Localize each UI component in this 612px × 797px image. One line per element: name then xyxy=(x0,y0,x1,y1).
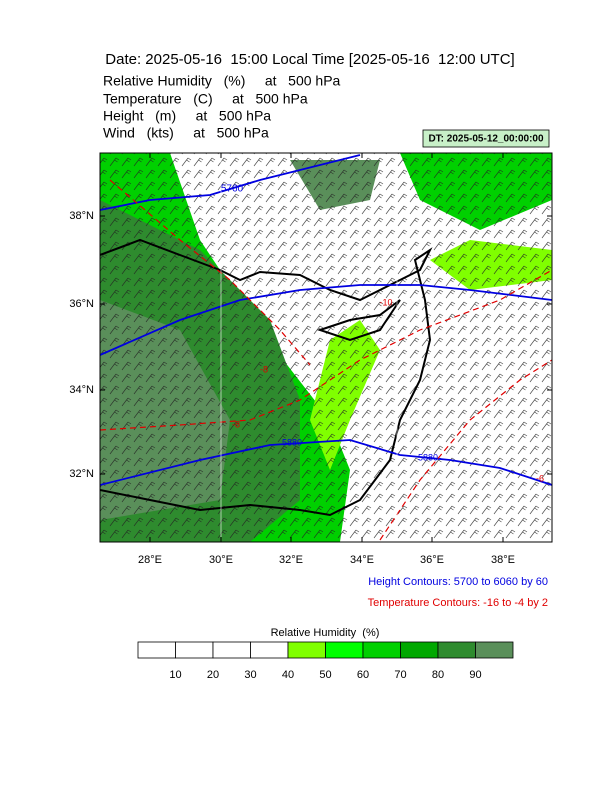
temperature-contour xyxy=(100,269,552,431)
colorbar-label: 20 xyxy=(207,669,219,681)
contour-label: -8 xyxy=(232,419,240,429)
contour-label: -8 xyxy=(260,364,268,374)
colorbar-label: 10 xyxy=(169,669,181,681)
contour-label: -6 xyxy=(536,473,544,483)
title: Date: 2025-05-16 15:00 Local Time [2025-… xyxy=(105,51,514,68)
temperature-contour xyxy=(379,359,552,541)
lat-label: 32°N xyxy=(69,468,94,480)
colorbar-label: 30 xyxy=(244,669,256,681)
dt-box xyxy=(422,129,550,148)
temperature-contour xyxy=(109,179,311,366)
colorbar: 10 20 30 40 50 60 70 80 90 xyxy=(137,641,514,681)
colorbar-label: 60 xyxy=(357,669,369,681)
colorbar-box xyxy=(475,641,514,659)
temperature-note: Temperature Contours: -16 to -4 by 2 xyxy=(368,597,548,609)
height-note: Height Contours: 5700 to 6060 by 60 xyxy=(368,576,548,588)
colorbar-box xyxy=(400,641,439,659)
colorbar-title: Relative Humidity (%) xyxy=(271,627,380,639)
colorbar-box xyxy=(287,641,326,659)
colorbar-label: 90 xyxy=(469,669,481,681)
map-frame xyxy=(99,152,553,543)
colorbar-label: 40 xyxy=(282,669,294,681)
contour-label: 5880 xyxy=(418,452,438,462)
contour-label: 5760 xyxy=(221,184,244,195)
coastline xyxy=(316,299,401,342)
lat-label: 36°N xyxy=(69,298,94,310)
lat-label: 34°N xyxy=(69,384,94,396)
height-contour xyxy=(100,284,552,356)
lon-label: 36°E xyxy=(420,554,444,566)
colorbar-box xyxy=(250,641,289,659)
dt-label: DT: 2025-05-12_00:00:00 xyxy=(428,134,544,145)
lon-label: 38°E xyxy=(491,554,515,566)
colorbar-box xyxy=(137,641,176,659)
colorbar-box xyxy=(325,641,364,659)
colorbar-box xyxy=(175,641,214,659)
colorbar-label: 70 xyxy=(394,669,406,681)
height-contour xyxy=(100,154,361,211)
variable-line: Temperature (C) at 500 hPa xyxy=(103,91,308,107)
colorbar-label: 50 xyxy=(319,669,331,681)
lat-label: 38°N xyxy=(69,210,94,222)
lon-label: 34°E xyxy=(350,554,374,566)
colorbar-box xyxy=(362,641,401,659)
colorbar-box xyxy=(212,641,251,659)
colorbar-label: 80 xyxy=(432,669,444,681)
variable-line: Relative Humidity (%) at 500 hPa xyxy=(103,73,341,89)
contour-label: 5880 xyxy=(282,437,302,447)
coastline xyxy=(100,238,433,517)
lon-label: 28°E xyxy=(138,554,162,566)
variable-line: Wind (kts) at 500 hPa xyxy=(103,125,269,141)
variable-line: Height (m) at 500 hPa xyxy=(103,108,271,124)
map: 5760 5880 5880 -10 -8 -8 -6 xyxy=(100,153,552,542)
colorbar-box xyxy=(437,641,476,659)
wind-barbs xyxy=(100,153,552,542)
lon-label: 30°E xyxy=(209,554,233,566)
lon-label: 32°E xyxy=(279,554,303,566)
contour-label: -10 xyxy=(379,297,392,307)
axes: 38°N 36°N 34°N 32°N 28°E 30°E 32°E 34°E 36°E 38°E xyxy=(69,153,552,566)
height-contour xyxy=(100,439,552,486)
